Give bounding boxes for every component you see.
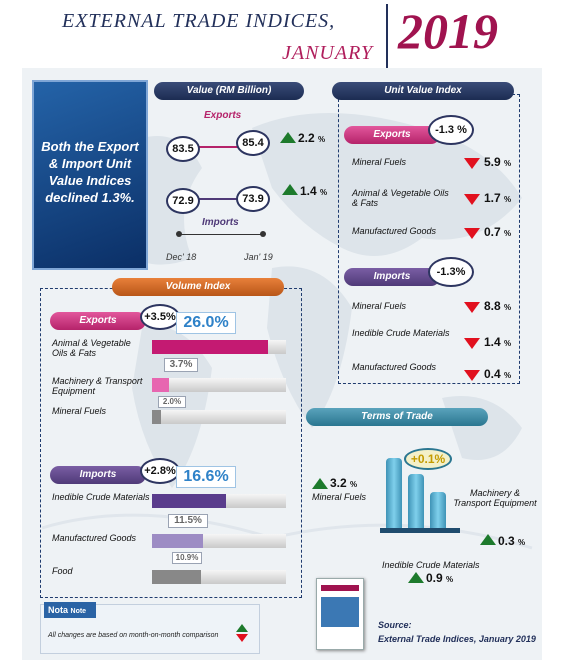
volume-import-bar <box>152 534 203 548</box>
volume-imports-label: Imports <box>50 466 146 484</box>
axis-end-dot <box>260 231 266 237</box>
down-arrow-icon <box>464 228 480 239</box>
down-arrow-icon <box>464 338 480 349</box>
volume-export-bar-track <box>152 410 286 424</box>
volume-export-item-label: Animal & Vegetable Oils & Fats <box>52 338 131 358</box>
terms-inedible-label: Inedible Crude Materials <box>382 560 480 570</box>
unit-value-title: Unit Value Index <box>332 82 514 100</box>
exports-dec-value: 83.5 <box>166 136 200 162</box>
axis-end-label: Jan' 19 <box>244 252 273 262</box>
note-title: Nota Note <box>44 602 96 618</box>
imports-dec-value: 72.9 <box>166 188 200 214</box>
imports-value-change: 1.4 % <box>300 184 328 198</box>
volume-exports-change: +3.5% <box>140 304 180 330</box>
terms-mineral-fuels-value: 3.2 % <box>330 476 358 490</box>
volume-export-bar <box>152 378 169 392</box>
volume-import-item-label: Manufactured Goods <box>52 533 137 543</box>
cover-map <box>321 597 359 627</box>
volume-export-value: 3.7% <box>164 358 198 372</box>
terms-bar <box>386 458 402 528</box>
volume-box <box>40 288 302 598</box>
exports-trend-line <box>186 146 242 148</box>
volume-export-item-label: Machinery & Transport Equipment <box>52 376 143 396</box>
unit-value-imports-label: Imports <box>344 268 440 286</box>
uv-import-item-value: 8.8 % <box>484 299 512 313</box>
volume-exports-label: Exports <box>50 312 146 330</box>
down-arrow-icon <box>464 158 480 169</box>
value-imports-label: Imports <box>202 217 239 228</box>
uv-import-item-label: Manufactured Goods <box>352 362 437 372</box>
report-title: EXTERNAL TRADE INDICES, <box>62 10 336 32</box>
volume-export-item-label: Mineral Fuels <box>52 406 107 416</box>
volume-import-bar <box>152 570 201 584</box>
uv-export-item-label: Mineral Fuels <box>352 157 407 167</box>
terms-inedible-value: 0.9 % <box>426 571 454 585</box>
uv-export-item-label: Manufactured Goods <box>352 226 437 236</box>
value-exports-label: Exports <box>204 110 242 121</box>
header-divider <box>386 4 388 68</box>
volume-title: Volume Index <box>112 278 284 296</box>
volume-import-item-label: Inedible Crude Materials <box>52 492 150 502</box>
summary-box: Both the Export & Import Unit Value Indi… <box>32 80 148 270</box>
up-arrow-icon <box>480 534 496 545</box>
uv-export-item-label: Animal & Vegetable Oils & Fats <box>352 188 449 208</box>
imports-jan-value: 73.9 <box>236 186 270 212</box>
volume-export-bar <box>152 410 161 424</box>
exports-jan-value: 85.4 <box>236 130 270 156</box>
source-label: Source: <box>378 620 412 630</box>
up-arrow-icon <box>312 478 328 489</box>
unit-value-exports-change: -1.3 % <box>428 115 474 145</box>
uv-import-item-value: 0.4 % <box>484 367 512 381</box>
report-year: 2019 <box>398 3 498 59</box>
note-text: All changes are based on month-on-month … <box>48 632 219 639</box>
unit-value-imports-change: -1.3% <box>428 257 474 287</box>
terms-machinery-value: 0.3 % <box>498 534 526 548</box>
terms-base <box>380 528 460 533</box>
axis-start-dot <box>176 231 182 237</box>
down-arrow-icon <box>464 302 480 313</box>
volume-export-bar-track <box>152 378 286 392</box>
uv-import-item-label: Mineral Fuels <box>352 301 407 311</box>
cover-stripe <box>321 585 359 591</box>
uv-export-item-value: 0.7 % <box>484 225 512 239</box>
up-arrow-icon <box>408 572 424 583</box>
volume-imports-change: +2.8% <box>140 458 180 484</box>
terms-machinery-label: Machinery & Transport Equipment <box>453 488 537 508</box>
uv-export-item-value: 1.7 % <box>484 191 512 205</box>
value-section-title: Value (RM Billion) <box>154 82 304 100</box>
time-axis <box>178 234 264 235</box>
volume-export-bar <box>152 340 268 354</box>
uv-import-item-value: 1.4 % <box>484 335 512 349</box>
terms-overall-change: +0.1% <box>404 448 452 470</box>
uv-export-item-value: 5.9 % <box>484 155 512 169</box>
exports-value-change: 2.2 % <box>298 131 326 145</box>
down-arrow-icon <box>464 370 480 381</box>
volume-import-bar <box>152 494 226 508</box>
uv-import-item-label: Inedible Crude Materials <box>352 328 450 338</box>
volume-export-value: 2.0% <box>158 396 186 408</box>
volume-exports-top-value: 26.0% <box>176 312 236 334</box>
imports-trend-line <box>186 198 242 200</box>
up-arrow-icon <box>282 184 298 195</box>
volume-import-value: 10.9% <box>172 552 202 564</box>
report-month: JANUARY <box>282 42 374 64</box>
terms-bar <box>430 492 446 528</box>
axis-start-label: Dec' 18 <box>166 252 197 262</box>
down-arrow-icon <box>236 634 248 642</box>
terms-mineral-fuels-label: Mineral Fuels <box>312 492 367 502</box>
volume-import-item-label: Food <box>52 566 73 576</box>
terms-bar <box>408 474 424 528</box>
down-arrow-icon <box>464 194 480 205</box>
volume-imports-top-value: 16.6% <box>176 466 236 488</box>
unit-value-exports-label: Exports <box>344 126 440 144</box>
up-arrow-icon <box>236 624 248 632</box>
source-text: External Trade Indices, January 2019 <box>378 634 536 644</box>
up-arrow-icon <box>280 132 296 143</box>
volume-import-value: 11.5% <box>168 514 208 528</box>
terms-of-trade-title: Terms of Trade <box>306 408 488 426</box>
publication-cover-thumbnail <box>316 578 364 650</box>
